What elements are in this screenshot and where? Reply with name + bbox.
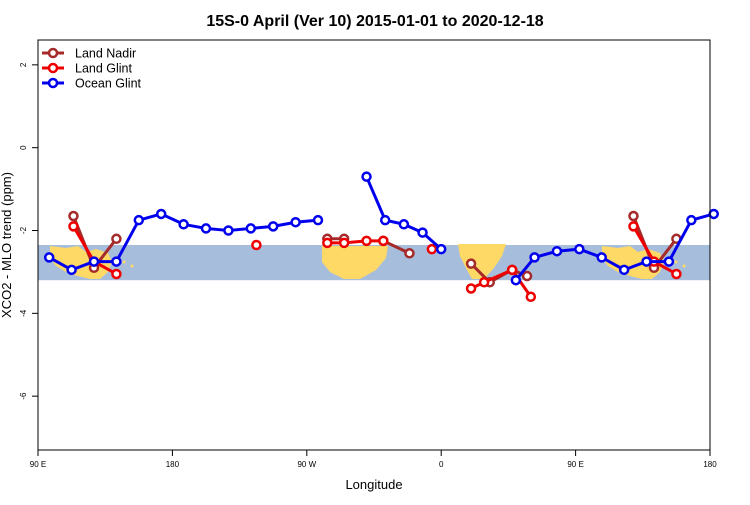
data-point [223,225,234,236]
data-point [43,252,55,263]
data-point [133,214,145,226]
land-africa [458,244,506,279]
data-point [574,243,585,255]
data-point [641,256,652,267]
data-point [596,252,607,263]
data-point [426,243,438,255]
legend-label: Land Nadir [75,47,136,61]
y-tick-label: 0 [19,145,28,150]
x-tick-label: 0 [439,460,444,469]
series-line [327,239,384,245]
data-point [435,243,447,255]
data-point [66,264,77,276]
data-point [178,219,189,230]
series-line [514,212,715,282]
data-point [312,214,324,226]
data-point [111,268,122,280]
y-tick-label: -2 [19,226,28,234]
y-tick-label: 2 [19,62,28,67]
data-point [68,210,79,222]
legend-label: Land Glint [75,62,133,76]
data-point [671,268,682,280]
data-point [267,221,279,232]
data-point [686,214,697,226]
data-point [417,227,428,238]
data-point [478,277,490,288]
y-tick-label: -4 [19,309,28,317]
data-point [618,264,630,276]
series-layer [43,171,719,303]
data-point [506,264,518,276]
island-marker [130,264,134,268]
land-south-america [322,246,388,279]
data-point [551,245,563,257]
chart-title: 15S-0 April (Ver 10) 2015-01-01 to 2020-… [206,13,543,30]
data-point [525,291,537,303]
y-axis-label: XCO2 - MLO trend (ppm) [0,172,14,318]
data-point [628,221,639,232]
data-point [521,270,533,282]
data-point [111,233,122,245]
x-tick-label: 90 E [30,460,46,469]
legend-label: Ocean Glint [75,77,142,91]
data-point [245,223,257,234]
data-point [529,252,540,263]
x-tick-label: 180 [166,460,180,469]
x-tick-label: 180 [703,460,717,469]
legend-item: Land Nadir [42,47,136,61]
island-marker [122,260,126,264]
data-point [379,214,391,226]
data-point [708,208,719,220]
data-point [465,283,477,294]
data-point [398,219,410,230]
legend-marker [47,77,59,89]
y-axis: 2 0 -2 -4 -6 [19,62,38,400]
data-point [290,216,301,228]
series-ocean-glint [43,171,719,286]
series-line [470,268,533,298]
x-tick-label: 90 E [567,460,583,469]
legend-item: Land Glint [42,62,133,76]
data-point [251,239,262,251]
x-axis-label: Longitude [345,477,402,492]
legend-marker [47,62,59,74]
data-point [322,237,333,249]
data-point [465,258,477,269]
legend-marker [47,47,59,59]
data-point [111,256,122,267]
data-point [510,274,522,286]
data-point [404,248,415,259]
x-tick-label: 90 W [297,460,316,469]
data-point [155,208,167,220]
island-marker [674,260,678,264]
y-tick-label: -6 [19,392,28,400]
data-point [68,221,79,232]
series-line [365,176,443,251]
data-point [88,256,100,267]
island-marker [682,264,686,268]
data-point [200,223,212,234]
data-point [361,171,372,182]
legend-item: Ocean Glint [42,77,142,91]
data-point [361,235,372,247]
data-point [338,237,350,249]
data-point [663,256,675,267]
data-point [378,235,389,247]
data-point [628,210,639,222]
x-axis: 90 E 180 90 W 0 90 E 180 [30,450,717,469]
plot-frame [37,39,711,451]
